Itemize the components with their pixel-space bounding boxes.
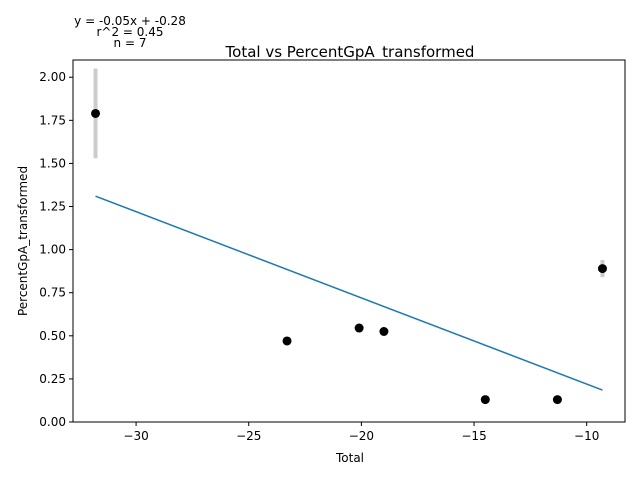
- data-point-6: [552, 395, 562, 405]
- y-tick-label: 1.25: [39, 200, 66, 214]
- y-tick-label: 0.00: [39, 415, 66, 429]
- fit-equation: y = -0.05x + -0.28: [74, 14, 186, 28]
- data-points: [91, 108, 607, 405]
- y-tick-label: 1.50: [39, 156, 66, 170]
- x-axis-ticks: −30 −25 −20 −15 −10: [123, 422, 599, 443]
- x-tick-label: −10: [574, 429, 599, 443]
- chart-title: Total vs PercentGpA_transformed: [225, 43, 475, 62]
- data-point-4: [379, 327, 389, 336]
- x-axis-label: Total: [335, 451, 364, 465]
- y-axis-ticks: 0.00 0.25 0.50 0.75 1.00 1.25 1.50 1.75 2.00: [39, 70, 73, 429]
- x-tick-label: −15: [461, 429, 486, 443]
- x-tick-label: −30: [123, 429, 148, 443]
- r-squared: r^2 = 0.45: [96, 25, 163, 39]
- y-tick-label: 1.00: [39, 243, 66, 257]
- y-tick-label: 0.50: [39, 329, 66, 343]
- data-point-5: [480, 395, 490, 405]
- error-bars: [93, 68, 605, 278]
- sample-size: n = 7: [114, 36, 147, 50]
- y-tick-label: 2.00: [39, 70, 66, 84]
- plot-frame: [72, 59, 626, 423]
- data-point-2: [282, 336, 292, 346]
- y-axis-label: PercentGpA_transformed: [16, 166, 30, 316]
- y-tick-label: 0.75: [39, 286, 66, 300]
- fit-line-group: [95, 195, 603, 391]
- y-tick-label: 1.75: [39, 113, 66, 127]
- x-tick-label: −20: [349, 429, 374, 443]
- data-point-3: [354, 323, 364, 333]
- y-tick-label: 0.25: [39, 372, 66, 386]
- x-tick-label: −25: [236, 429, 261, 443]
- fit-line: [95, 195, 603, 391]
- data-point-1: [91, 108, 101, 118]
- data-point-7: [597, 264, 607, 274]
